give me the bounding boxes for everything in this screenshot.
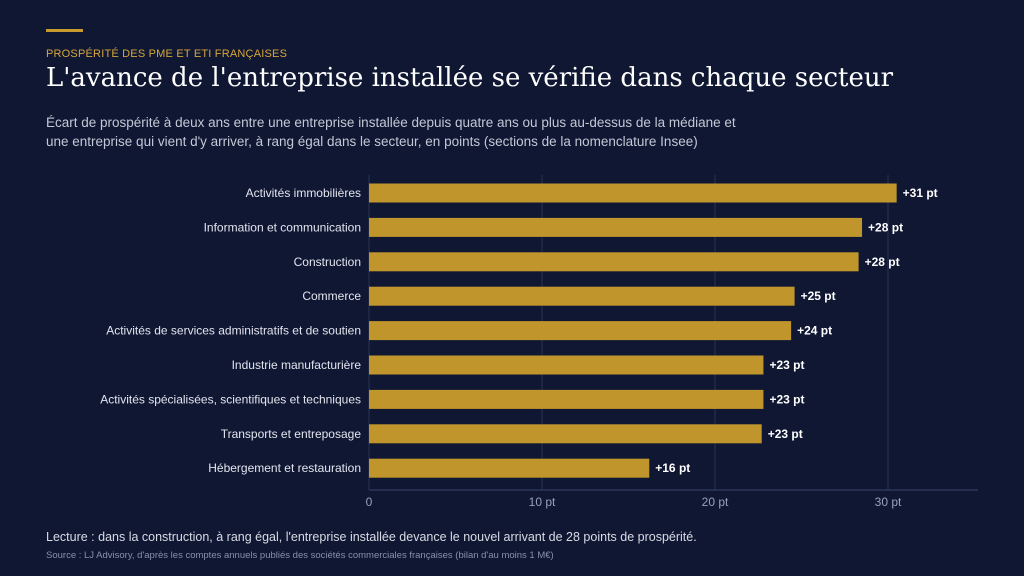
category-label: Information et communication [204, 220, 361, 234]
category-label: Transports et entreposage [221, 427, 362, 441]
source-note: Source : LJ Advisory, d'après les compte… [46, 550, 554, 561]
category-label: Commerce [302, 289, 361, 303]
data-label: +23 pt [768, 427, 803, 441]
data-label: +24 pt [797, 324, 832, 338]
x-tick-label: 20 pt [702, 495, 729, 509]
data-label: +16 pt [655, 461, 690, 475]
bar [369, 458, 650, 478]
x-tick-label: 0 [366, 495, 373, 509]
eyebrow-label: PROSPÉRITÉ DES PME ET ETI FRANÇAISES [46, 48, 288, 60]
x-tick-label: 10 pt [529, 495, 556, 509]
data-label: +31 pt [903, 186, 938, 200]
category-label: Activités immobilières [246, 186, 361, 200]
data-label: +25 pt [801, 289, 836, 303]
x-tick-label: 30 pt [875, 495, 902, 509]
category-label: Construction [294, 255, 361, 269]
category-label: Activités spécialisées, scientifiques et… [100, 392, 361, 406]
bar [369, 424, 762, 444]
bar [369, 286, 795, 306]
reading-note: Lecture : dans la construction, à rang é… [46, 530, 697, 544]
bar [369, 389, 764, 409]
bar [369, 321, 792, 341]
bar [369, 355, 764, 375]
category-label: Hébergement et restauration [208, 461, 361, 475]
bar [369, 217, 863, 237]
bar [369, 183, 897, 203]
accent-line [46, 29, 83, 32]
bar [369, 252, 859, 272]
chart-title: L'avance de l'entreprise installée se vé… [46, 63, 894, 93]
data-label: +23 pt [769, 358, 804, 372]
chart-subtitle: Écart de prospérité à deux ans entre une… [46, 115, 736, 149]
data-label: +28 pt [865, 255, 900, 269]
data-label: +23 pt [769, 392, 804, 406]
category-label: Activités de services administratifs et … [106, 324, 361, 338]
data-label: +28 pt [868, 220, 903, 234]
category-label: Industrie manufacturière [232, 358, 362, 372]
